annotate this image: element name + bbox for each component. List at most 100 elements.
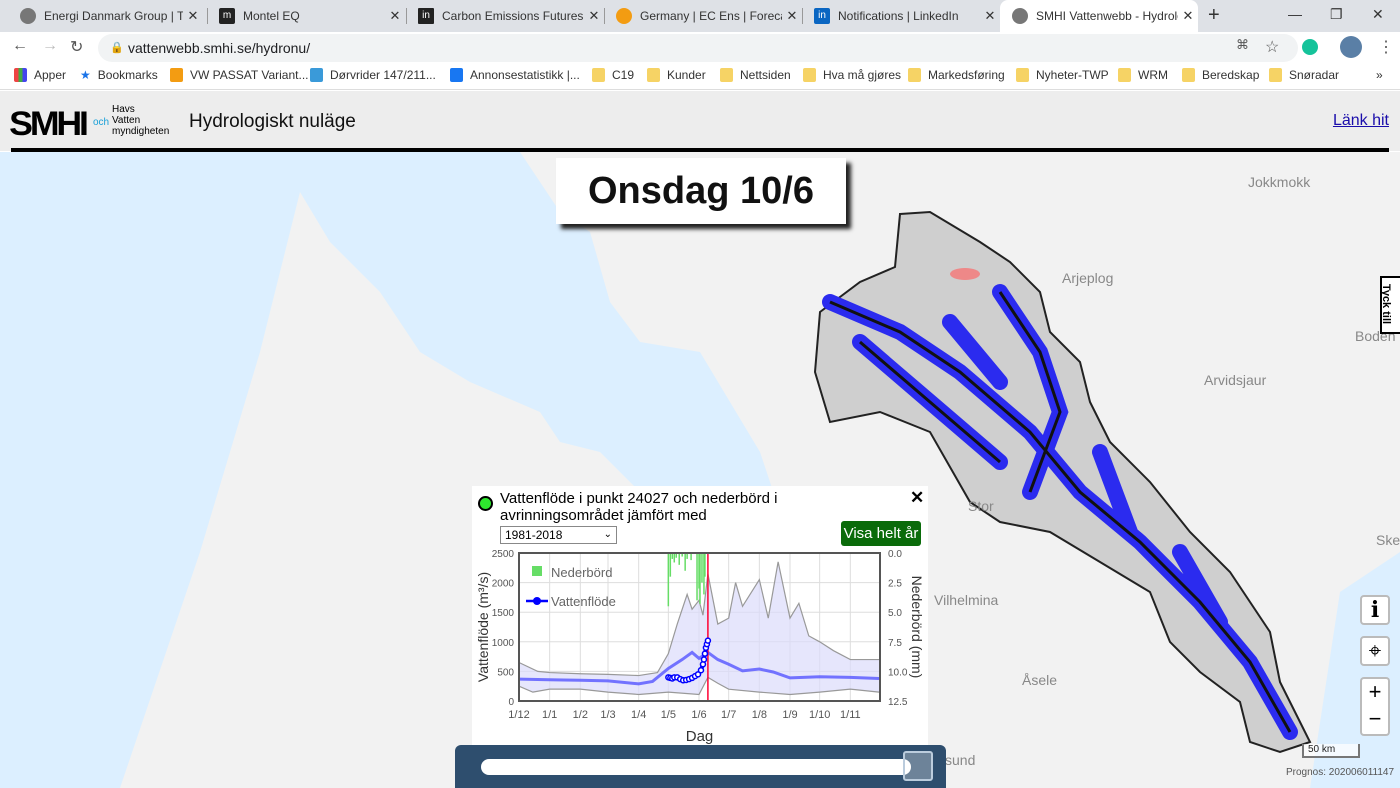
station-popup: 1/12 1/1 1/2 1/3 1/4 1/5 1/6 1/7 1/8 1/9 1/10 1/11 0… bbox=[472, 486, 928, 748]
folder-icon bbox=[1118, 68, 1131, 82]
chevron-down-icon: ⌄ bbox=[603, 529, 612, 540]
y-tick-label: 0 bbox=[508, 697, 514, 708]
legend-label: Nederbörd bbox=[551, 565, 612, 580]
place-label: sund bbox=[945, 752, 976, 768]
folder-icon bbox=[647, 68, 660, 82]
folder-icon bbox=[720, 68, 733, 82]
forward-icon[interactable]: → bbox=[42, 37, 58, 54]
bookmark-folder[interactable]: Nyheter-TWP bbox=[1016, 68, 1109, 82]
menu-icon[interactable]: ⋮ bbox=[1378, 39, 1394, 56]
star-icon[interactable]: ☆ bbox=[1265, 39, 1280, 56]
tab-linkedin[interactable]: in Notifications | LinkedIn ✕ bbox=[802, 0, 1000, 32]
range-band bbox=[519, 561, 880, 695]
bookmark-annonse[interactable]: Annonsestatistikk |... bbox=[450, 68, 580, 82]
x-tick-label: 1/1 bbox=[542, 709, 557, 721]
page-title: Hydrologiskt nuläge bbox=[189, 111, 356, 132]
slider-track[interactable] bbox=[481, 759, 911, 775]
y2-tick-label: 2.5 bbox=[888, 579, 902, 590]
plot-frame bbox=[518, 552, 881, 702]
back-icon[interactable]: ← bbox=[12, 37, 28, 54]
bookmark-bookmarks[interactable]: ★ Bookmarks bbox=[80, 68, 158, 82]
legend-marker bbox=[533, 597, 541, 605]
reload-icon[interactable]: ↻ bbox=[70, 39, 84, 56]
bookmark-apper[interactable]: Apper bbox=[14, 68, 66, 82]
logo-och: och bbox=[93, 117, 110, 128]
tab-smhi[interactable]: SMHI Vattenwebb - Hydrolog ✕ bbox=[1000, 0, 1198, 32]
bookmark-folder[interactable]: Snøradar bbox=[1269, 68, 1339, 82]
x-tick-label: 1/3 bbox=[600, 709, 615, 721]
bookmark-folder[interactable]: Beredskap bbox=[1182, 68, 1259, 82]
bookmark-folder[interactable]: C19 bbox=[592, 68, 634, 82]
close-tab-icon[interactable]: ✕ bbox=[588, 8, 600, 23]
y-tick-label: 1000 bbox=[492, 638, 515, 649]
x-tick-label: 1/2 bbox=[573, 709, 588, 721]
restore-button[interactable]: ❐ bbox=[1330, 6, 1343, 22]
close-tab-icon[interactable]: ✕ bbox=[984, 8, 996, 23]
x-tick-label: 1/5 bbox=[661, 709, 676, 721]
new-tab-button[interactable]: + bbox=[1208, 4, 1220, 26]
tab-montel[interactable]: m Montel EQ ✕ bbox=[207, 0, 405, 32]
linkedin-icon: in bbox=[814, 8, 830, 24]
bookmarks-bar: Apper ★ Bookmarks VW PASSAT Variant... Dø… bbox=[0, 62, 1400, 90]
slider-handle[interactable] bbox=[903, 751, 933, 781]
tab-germany[interactable]: Germany | EC Ens | Forecast E✕ bbox=[604, 0, 802, 32]
folder-icon bbox=[803, 68, 816, 82]
close-tab-icon[interactable]: ✕ bbox=[1182, 8, 1194, 23]
period-select[interactable]: 1981-2018 ⌄ bbox=[500, 526, 617, 544]
more-bookmarks[interactable]: » bbox=[1376, 68, 1383, 82]
bookmark-folder[interactable]: WRM bbox=[1118, 68, 1168, 82]
flow-point bbox=[694, 671, 702, 678]
x-tick-label: 1/10 bbox=[809, 709, 830, 721]
min-line bbox=[518, 676, 880, 696]
flow-point bbox=[704, 637, 712, 644]
locate-button[interactable]: ⌖ bbox=[1360, 636, 1390, 666]
link-here[interactable]: Länk hit bbox=[1332, 112, 1389, 129]
minimize-button[interactable]: — bbox=[1288, 6, 1302, 22]
place-label: Arvidsjaur bbox=[1204, 372, 1267, 388]
avatar[interactable] bbox=[1340, 36, 1362, 58]
bookmark-folder[interactable]: Nettsiden bbox=[720, 68, 791, 82]
close-tab-icon[interactable]: ✕ bbox=[786, 8, 798, 23]
close-tab-icon[interactable]: ✕ bbox=[187, 8, 199, 23]
bookmark-vw[interactable]: VW PASSAT Variant... bbox=[170, 68, 308, 82]
tab-energi-danmark[interactable]: Energi Danmark Group | Toge✕ bbox=[8, 0, 203, 32]
feedback-tab[interactable]: Tyck till bbox=[1380, 276, 1400, 334]
forecast-timestamp: Prognos: 202006011147 bbox=[1286, 767, 1395, 778]
bookmark-folder[interactable]: Hva må gjøres bbox=[803, 68, 901, 82]
address-bar[interactable]: 🔒 vattenwebb.smhi.se/hydronu/ bbox=[98, 34, 1298, 62]
folder-icon bbox=[592, 68, 605, 82]
divider bbox=[11, 148, 1389, 152]
browser-toolbar: ← → ↻ 🔒 vattenwebb.smhi.se/hydronu/ ⌘ ☆ ⋮ bbox=[0, 32, 1400, 62]
x-tick-label: 1/7 bbox=[721, 709, 736, 721]
place-label: Jokkmokk bbox=[1248, 174, 1311, 190]
close-window-button[interactable]: ✕ bbox=[1372, 6, 1384, 22]
close-icon[interactable]: ✕ bbox=[910, 488, 925, 507]
scale-bar: 50 km bbox=[1302, 744, 1360, 758]
zoom-out-button[interactable]: − bbox=[1360, 706, 1390, 736]
show-full-year-button[interactable]: Visa helt år bbox=[841, 521, 921, 546]
page-header: SMHI och Havs Vatten myndigheten Hydrologi… bbox=[0, 91, 1400, 151]
bookmark-folder[interactable]: Kunder bbox=[647, 68, 706, 82]
median-line bbox=[518, 650, 880, 686]
time-slider[interactable] bbox=[455, 745, 946, 788]
y2-tick-label: 0.0 bbox=[888, 549, 902, 560]
star-icon: ★ bbox=[80, 68, 91, 82]
globe-icon bbox=[20, 8, 36, 24]
bookmark-folder[interactable]: Markedsføring bbox=[908, 68, 1005, 82]
translate-icon[interactable]: ⌘ bbox=[1236, 37, 1249, 52]
warning-area bbox=[950, 268, 980, 280]
bookmark-dorvrider[interactable]: Dørvrider 147/211... bbox=[310, 68, 436, 82]
x-tick-label: 1/9 bbox=[782, 709, 797, 721]
x-tick-label: 1/8 bbox=[752, 709, 767, 721]
zoom-in-button[interactable]: + bbox=[1360, 677, 1390, 707]
folder-icon bbox=[1016, 68, 1029, 82]
y2-tick-label: 5.0 bbox=[888, 608, 902, 619]
y2-tick-label: 12.5 bbox=[888, 697, 908, 708]
grammarly-icon[interactable] bbox=[1302, 39, 1318, 55]
montel-icon: m bbox=[219, 8, 235, 24]
logo-line: Vatten bbox=[112, 115, 141, 126]
info-button[interactable]: i bbox=[1360, 595, 1390, 625]
close-tab-icon[interactable]: ✕ bbox=[389, 8, 401, 23]
smhi-logo: SMHI bbox=[9, 105, 89, 143]
